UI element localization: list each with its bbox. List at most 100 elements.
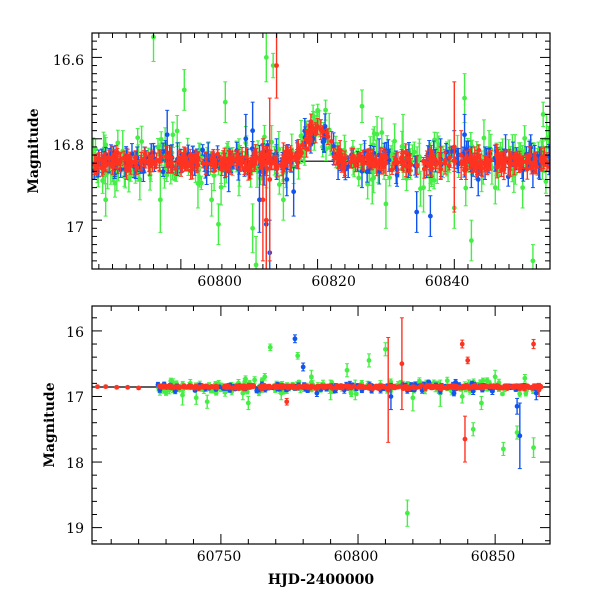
- green-data-point: [360, 90, 365, 123]
- green-data-point: [367, 354, 372, 367]
- red-data-point: [392, 385, 397, 390]
- red-data-point: [95, 384, 100, 389]
- bottom-panel-frame: [92, 306, 550, 544]
- red-data-point: [357, 385, 362, 390]
- red-data-point: [397, 384, 402, 389]
- green-data-point: [405, 500, 410, 526]
- red-data-point: [497, 386, 502, 391]
- red-data-point: [328, 384, 333, 389]
- green-data-point: [295, 353, 300, 360]
- green-data-point: [384, 179, 389, 228]
- top-panel-data: [91, 13, 552, 294]
- red-data-point: [177, 384, 182, 389]
- green-data-point: [170, 122, 175, 147]
- bottom-panel-ticks: [92, 306, 550, 544]
- red-data-point: [418, 385, 423, 390]
- red-data-point: [438, 386, 443, 391]
- red-data-point: [246, 384, 251, 389]
- red-data-point: [351, 384, 356, 389]
- red-data-point: [451, 383, 456, 388]
- red-data-point: [411, 386, 416, 391]
- top-x-tick-label: 60800: [197, 274, 242, 290]
- red-data-point: [242, 384, 247, 389]
- bottom-y-tick-label: 19: [66, 521, 84, 537]
- red-data-point: [531, 339, 536, 348]
- red-data-point: [338, 384, 343, 389]
- blue-data-point: [293, 335, 298, 343]
- bottom-y-tick-labels: 16 17 18 19: [66, 325, 84, 537]
- red-data-point: [479, 383, 484, 388]
- red-data-point: [503, 384, 508, 389]
- green-data-point: [522, 375, 527, 383]
- green-data-point: [182, 70, 187, 111]
- bottom-y-tick-label: 17: [66, 390, 84, 406]
- green-data-point: [216, 204, 221, 245]
- red-data-point: [470, 384, 475, 389]
- green-data-point: [175, 115, 180, 146]
- top-x-tick-labels: 60800 60820 60840: [197, 274, 469, 290]
- green-data-point: [531, 245, 536, 278]
- green-data-point: [209, 184, 214, 217]
- red-data-point: [171, 385, 176, 390]
- red-data-point: [267, 385, 272, 390]
- red-data-point: [457, 386, 462, 391]
- light-curve-figure: 60800 60820 60840 16.6 16.8 17 Magnitude…: [0, 0, 600, 600]
- red-data-point: [334, 384, 339, 389]
- blue-data-point: [517, 403, 522, 469]
- red-data-point: [485, 384, 490, 389]
- red-data-point: [164, 385, 169, 390]
- red-data-point: [316, 384, 321, 389]
- red-data-point: [136, 386, 141, 391]
- green-data-point: [531, 438, 536, 458]
- red-data-point: [214, 385, 219, 390]
- red-data-point: [284, 398, 289, 405]
- green-data-point: [194, 391, 199, 404]
- red-data-point: [400, 318, 405, 410]
- red-data-point: [184, 385, 189, 390]
- red-data-point: [227, 384, 232, 389]
- red-data-point: [522, 387, 527, 392]
- red-data-point: [374, 384, 379, 389]
- green-data-point: [543, 170, 548, 193]
- red-data-point: [514, 383, 519, 388]
- top-y-tick-labels: 16.6 16.8 17: [53, 53, 84, 236]
- green-data-point: [417, 139, 422, 174]
- red-data-point: [125, 385, 130, 390]
- green-data-point: [268, 344, 273, 351]
- bottom-y-tick-label: 16: [66, 325, 84, 341]
- blue-data-point: [301, 363, 306, 371]
- green-data-point: [135, 129, 140, 147]
- green-data-point: [223, 82, 228, 123]
- green-data-point: [501, 442, 506, 455]
- bottom-panel-data: [92, 318, 550, 526]
- bottom-x-tick-label: 60750: [197, 549, 242, 565]
- bottom-x-axis-label: HJD-2400000: [268, 572, 375, 588]
- red-data-point: [452, 82, 457, 212]
- green-data-point: [246, 396, 251, 409]
- red-data-point: [103, 384, 108, 389]
- green-data-point: [379, 118, 384, 147]
- red-data-point: [406, 385, 411, 390]
- red-data-point: [323, 385, 328, 390]
- bottom-panel: 60750 60800 60850 16 17 18 19 Magnitude …: [42, 306, 550, 588]
- red-data-point: [194, 384, 199, 389]
- red-data-point: [368, 384, 373, 389]
- red-data-point: [424, 383, 429, 388]
- red-data-point: [298, 384, 303, 389]
- red-data-point: [274, 33, 279, 98]
- bottom-x-tick-label: 60850: [471, 549, 516, 565]
- green-data-point: [445, 377, 450, 384]
- bottom-x-tick-labels: 60750 60800 60850: [197, 549, 516, 565]
- blue-data-point: [291, 167, 296, 216]
- top-y-tick-label: 17: [66, 220, 84, 236]
- red-data-point: [306, 385, 311, 390]
- red-data-point: [465, 357, 470, 364]
- green-data-point: [500, 392, 505, 397]
- bottom-y-tick-label: 18: [66, 456, 84, 472]
- red-data-point: [386, 337, 391, 442]
- blue-data-point: [428, 196, 433, 237]
- green-data-point: [158, 167, 163, 232]
- bottom-x-tick-label: 60800: [334, 549, 379, 565]
- top-y-tick-label: 16.6: [53, 53, 84, 69]
- red-data-point: [203, 384, 208, 389]
